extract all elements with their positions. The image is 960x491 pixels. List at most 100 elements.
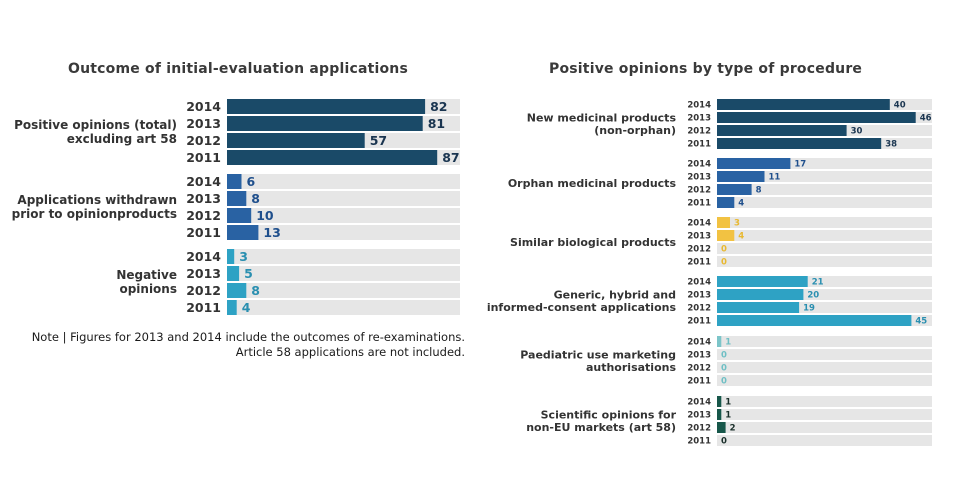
bar-track: [717, 217, 932, 228]
group-label: Positive opinions (total): [14, 118, 177, 132]
year-label: 2011: [687, 317, 711, 327]
group-label: excluding art 58: [67, 132, 177, 146]
bar-track: [717, 409, 932, 420]
value-label: 57: [370, 133, 387, 148]
year-label: 2013: [687, 114, 711, 124]
value-label: 1: [725, 411, 731, 421]
year-label: 2014: [687, 219, 711, 229]
bar: [717, 336, 722, 347]
bar: [717, 158, 791, 169]
bar: [717, 422, 726, 433]
year-label: 2014: [687, 338, 711, 348]
group-label: informed-consent applications: [487, 301, 677, 314]
bar: [717, 184, 752, 195]
group-label: (non-orphan): [594, 124, 676, 137]
year-label: 2014: [687, 278, 711, 288]
value-label: 0: [721, 364, 727, 374]
year-label: 2011: [687, 377, 711, 387]
bar-track: [227, 249, 460, 264]
year-label: 2012: [687, 186, 711, 196]
bar-track: [227, 208, 460, 223]
bar: [717, 125, 847, 136]
year-label: 2013: [687, 291, 711, 301]
value-label: 40: [894, 101, 906, 111]
value-label: 4: [242, 300, 251, 315]
bar: [717, 171, 765, 182]
note-line: Article 58 applications are not included…: [235, 345, 465, 359]
bar: [227, 150, 438, 165]
year-label: 2011: [687, 258, 711, 268]
bar-track: [227, 191, 460, 206]
bar-track: [717, 243, 932, 254]
bar: [227, 283, 247, 298]
value-label: 13: [263, 225, 280, 240]
year-label: 2014: [186, 99, 221, 114]
bar-track: [717, 375, 932, 386]
bar: [717, 409, 722, 420]
year-label: 2012: [687, 127, 711, 137]
bar: [227, 133, 365, 148]
year-label: 2012: [687, 424, 711, 434]
group-label: New medicinal products: [527, 112, 677, 125]
bar-track: [227, 174, 460, 189]
year-label: 2012: [687, 304, 711, 314]
value-label: 81: [428, 116, 445, 131]
value-label: 0: [721, 437, 727, 447]
value-label: 3: [239, 249, 248, 264]
note-line: Note | Figures for 2013 and 2014 include…: [31, 330, 465, 344]
bar-track: [717, 289, 932, 300]
bar: [227, 249, 235, 264]
value-label: 38: [885, 140, 897, 150]
value-label: 30: [851, 127, 863, 137]
bar-track: [227, 300, 460, 315]
bar-track: [717, 302, 932, 313]
bar-track: [227, 283, 460, 298]
value-label: 11: [769, 173, 781, 183]
year-label: 2014: [687, 101, 711, 111]
value-label: 21: [812, 278, 824, 288]
group-label: non-EU markets (art 58): [526, 421, 676, 434]
bar: [717, 112, 916, 123]
value-label: 0: [721, 245, 727, 255]
value-label: 46: [920, 114, 932, 124]
value-label: 1: [725, 338, 731, 348]
value-label: 4: [738, 232, 744, 242]
bar: [717, 138, 882, 149]
year-label: 2012: [186, 133, 221, 148]
bar: [717, 99, 890, 110]
year-label: 2013: [687, 173, 711, 183]
year-label: 2014: [186, 249, 221, 264]
year-label: 2013: [687, 351, 711, 361]
bar-track: [717, 349, 932, 360]
group-label: Applications withdrawn: [17, 193, 177, 207]
year-label: 2012: [687, 245, 711, 255]
bar: [227, 266, 240, 281]
bar: [717, 302, 800, 313]
bar-track: [717, 336, 932, 347]
value-label: 3: [734, 219, 740, 229]
value-label: 8: [251, 283, 260, 298]
year-label: 2011: [186, 150, 221, 165]
bar-track: [717, 396, 932, 407]
group-label: Orphan medicinal products: [508, 177, 677, 190]
bar-track: [227, 266, 460, 281]
year-label: 2012: [186, 283, 221, 298]
year-label: 2013: [687, 232, 711, 242]
group-label: Similar biological products: [510, 236, 676, 249]
bar: [717, 396, 722, 407]
value-label: 10: [256, 208, 274, 223]
group-label: Generic, hybrid and: [554, 289, 676, 302]
year-label: 2013: [186, 266, 221, 281]
bar: [227, 300, 237, 315]
bar-track: [717, 171, 932, 182]
left-chart-title: Outcome of initial-evaluation applicatio…: [68, 61, 409, 77]
year-label: 2012: [687, 364, 711, 374]
bar-track: [227, 225, 460, 240]
value-label: 17: [794, 160, 806, 170]
bar-track: [717, 256, 932, 267]
value-label: 2: [730, 424, 736, 434]
year-label: 2013: [186, 116, 221, 131]
bar-track: [717, 184, 932, 195]
bar-track: [717, 435, 932, 446]
value-label: 82: [430, 99, 447, 114]
